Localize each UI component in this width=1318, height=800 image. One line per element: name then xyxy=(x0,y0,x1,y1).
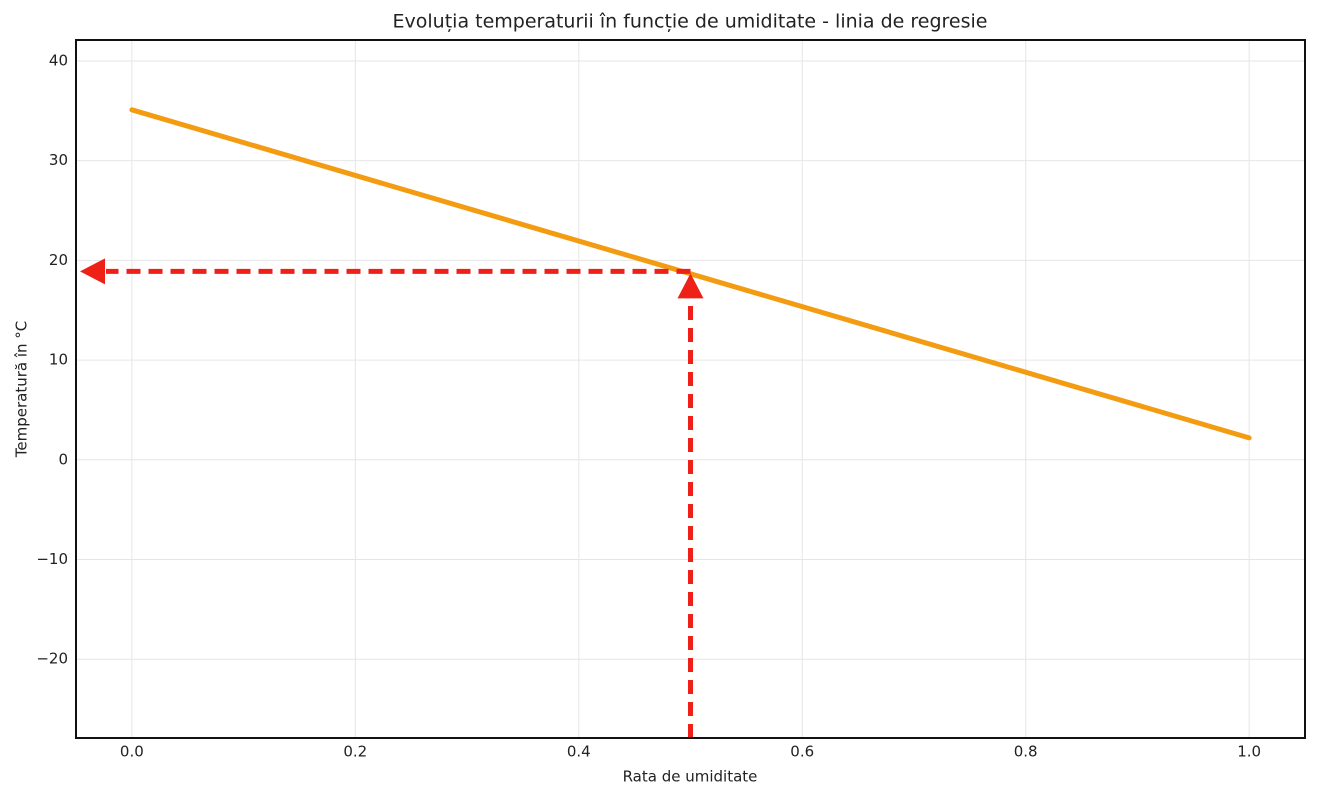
x-tick-label: 1.0 xyxy=(1237,743,1261,761)
x-tick-label: 0.2 xyxy=(343,743,367,761)
y-tick-label: −10 xyxy=(36,550,68,568)
marker-arrow-left xyxy=(80,258,105,285)
x-tick-label: 0.6 xyxy=(790,743,814,761)
x-tick-label: 0.8 xyxy=(1014,743,1038,761)
chart-title: Evoluția temperaturii în funcție de umid… xyxy=(393,11,988,33)
x-axis-label: Rata de umiditate xyxy=(623,768,758,786)
y-tick-label: 10 xyxy=(49,351,68,369)
y-tick-label: 0 xyxy=(58,450,68,468)
y-tick-label: 30 xyxy=(49,151,68,169)
marker-arrow-up xyxy=(677,273,704,299)
y-tick-label: 20 xyxy=(49,251,68,269)
x-tick-label: 0.4 xyxy=(567,743,591,761)
y-tick-label: −20 xyxy=(36,650,68,668)
plot-frame xyxy=(75,39,1306,739)
y-tick-label: 40 xyxy=(49,51,68,69)
y-axis-label: Temperatură în °C xyxy=(13,321,31,459)
x-tick-label: 0.0 xyxy=(120,743,144,761)
